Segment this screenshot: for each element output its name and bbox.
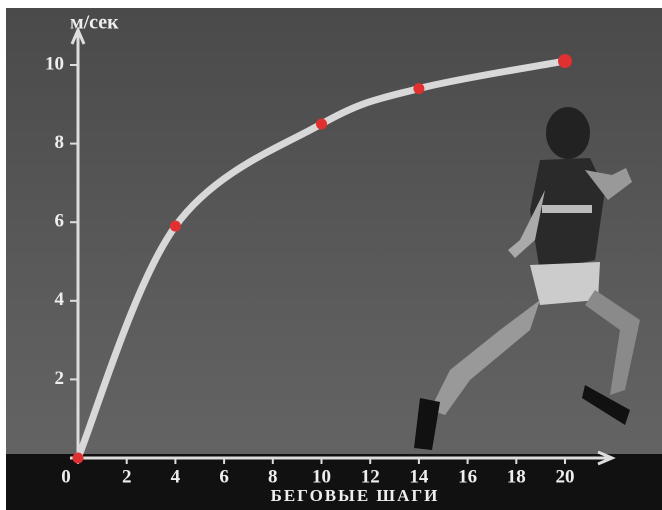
x-axis-label: БЕГОВЫЕ ШАГИ — [271, 486, 440, 505]
y-axis-label: м/сек — [70, 12, 119, 34]
y-tick-label: 8 — [55, 132, 65, 153]
x-axis-arrow — [597, 450, 616, 466]
x-tick-label: 4 — [171, 466, 181, 487]
x-tick-label: 0 — [61, 466, 71, 487]
x-tick-label: 8 — [268, 466, 278, 487]
data-point — [169, 220, 181, 232]
x-tick-label: 14 — [409, 466, 429, 487]
y-tick-label: 2 — [55, 368, 65, 389]
data-point — [316, 118, 327, 130]
x-tick-label: 6 — [219, 466, 229, 487]
curve — [74, 57, 569, 462]
x-tick-label: 16 — [458, 466, 477, 487]
data-point — [558, 54, 572, 69]
ground — [6, 454, 662, 510]
x-tick-label: 12 — [361, 466, 380, 487]
y-axis-arrow — [70, 26, 86, 45]
data-point — [72, 452, 84, 464]
x-tick-label: 2 — [122, 466, 132, 487]
runner — [414, 107, 640, 450]
x-tick-label: 20 — [556, 466, 575, 487]
x-tick-label: 18 — [507, 466, 526, 487]
y-tick-label: 4 — [55, 289, 65, 310]
y-tick-label: 10 — [45, 53, 64, 74]
y-tick-label: 6 — [55, 211, 65, 232]
data-point — [413, 83, 425, 95]
x-tick-label: 10 — [312, 466, 331, 487]
